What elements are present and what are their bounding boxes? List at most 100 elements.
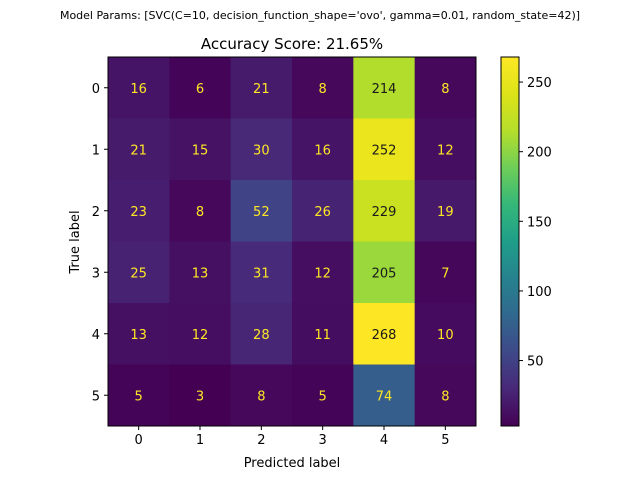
- cell-value-label: 15: [192, 143, 209, 158]
- cell-value-label: 21: [130, 143, 147, 158]
- cell-value-label: 26: [314, 205, 331, 220]
- cell-value-label: 6: [196, 82, 204, 97]
- cell-value-label: 10: [437, 328, 454, 343]
- x-tick-label: 2: [257, 433, 265, 448]
- y-tick-label: 4: [92, 328, 100, 343]
- heatmap-cell: [292, 57, 354, 119]
- cell-value-label: 12: [437, 143, 454, 158]
- cell-value-labels: 16 6 21 8 214 8 21 15 30 16 252 12 23 8 52 26 229 19 25 13 3…: [130, 82, 453, 405]
- cell-value-label: 52: [253, 205, 270, 220]
- cell-value-label: 12: [314, 266, 331, 281]
- x-tick-label: 4: [380, 433, 388, 448]
- heatmap-cell: [230, 118, 293, 181]
- cell-value-label: 268: [372, 328, 397, 343]
- heatmap-cell: [169, 118, 232, 181]
- x-axis-label: Predicted label: [244, 456, 341, 471]
- heatmap-cell: [169, 241, 232, 304]
- chart-title: Accuracy Score: 21.65%: [201, 35, 383, 53]
- heatmap-cell: [414, 118, 477, 181]
- colorbar-tick-label: 250: [527, 76, 552, 91]
- heatmap-cell: [353, 180, 416, 242]
- heatmap-cell: [230, 57, 293, 119]
- suptitle: Model Params: [SVC(C=10, decision_functi…: [60, 9, 580, 22]
- heatmap-cell: [353, 118, 416, 181]
- heatmap-cell: [414, 303, 477, 365]
- cell-value-label: 5: [319, 389, 327, 404]
- heatmap-cell: [292, 180, 354, 242]
- heatmap-cell: [230, 180, 293, 242]
- x-tick-label: 1: [196, 433, 204, 448]
- cell-value-label: 28: [253, 328, 270, 343]
- colorbar-tick-label: 150: [527, 215, 552, 230]
- cell-value-label: 19: [437, 205, 454, 220]
- cell-value-label: 8: [441, 389, 449, 404]
- colorbar-ticks: 50 100 150 200 250: [519, 76, 552, 370]
- heatmap-cell: [414, 180, 477, 242]
- x-tick-label: 3: [319, 433, 327, 448]
- colorbar-tick-label: 200: [527, 146, 552, 161]
- heatmap-cell: [169, 57, 232, 119]
- heatmap-cell: [292, 118, 354, 181]
- cell-value-label: 13: [130, 328, 147, 343]
- cell-value-label: 30: [253, 143, 270, 158]
- heatmap-cell: [108, 364, 170, 427]
- heatmap-cell: [169, 364, 232, 427]
- y-tick-label: 2: [92, 205, 100, 220]
- heatmap-cell: [292, 364, 354, 427]
- cell-value-label: 229: [372, 205, 397, 220]
- heatmap-cells: [108, 57, 477, 427]
- heatmap-cell: [292, 241, 354, 304]
- y-axis-ticks: 0 1 2 3 4 5: [92, 82, 108, 404]
- heatmap-cell: [353, 241, 416, 304]
- y-tick-label: 1: [92, 143, 100, 158]
- cell-value-label: 3: [196, 389, 204, 404]
- heatmap-cell: [108, 303, 170, 365]
- colorbar-tick-label: 100: [527, 285, 552, 300]
- heatmap-cell: [230, 364, 293, 427]
- y-tick-label: 0: [92, 82, 100, 97]
- cell-value-label: 7: [441, 266, 449, 281]
- cell-value-label: 31: [253, 266, 270, 281]
- heatmap-cell: [414, 364, 477, 427]
- cell-value-label: 16: [314, 143, 331, 158]
- heatmap-cell: [353, 57, 416, 119]
- y-tick-label: 5: [92, 389, 100, 404]
- cell-value-label: 23: [130, 205, 147, 220]
- heatmap-cell: [169, 180, 232, 242]
- heatmap-cell: [230, 303, 293, 365]
- cell-value-label: 16: [130, 82, 147, 97]
- y-tick-label: 3: [92, 266, 100, 281]
- cell-value-label: 8: [196, 205, 204, 220]
- x-axis-ticks: 0 1 2 3 4 5: [135, 426, 449, 448]
- heatmap-cell: [414, 241, 477, 304]
- cell-value-label: 5: [135, 389, 143, 404]
- cell-value-label: 25: [130, 266, 147, 281]
- colorbar: [500, 56, 520, 427]
- cell-value-label: 13: [192, 266, 209, 281]
- heatmap-cell: [414, 57, 477, 119]
- heatmap-cell: [108, 118, 170, 181]
- heatmap-cell: [353, 364, 416, 427]
- cell-value-label: 8: [441, 82, 449, 97]
- heatmap-cell: [169, 303, 232, 365]
- cell-value-label: 74: [376, 389, 393, 404]
- heatmap-cell: [108, 57, 170, 119]
- y-axis-label: True label: [68, 210, 83, 274]
- x-tick-label: 5: [441, 433, 449, 448]
- cell-value-label: 11: [314, 328, 331, 343]
- cell-value-label: 8: [319, 82, 327, 97]
- cell-value-label: 8: [257, 389, 265, 404]
- heatmap-cell: [230, 241, 293, 304]
- heatmap-cell: [353, 303, 416, 365]
- colorbar-tick-label: 50: [527, 355, 544, 370]
- cell-value-label: 214: [372, 82, 397, 97]
- x-tick-label: 0: [135, 433, 143, 448]
- cell-value-label: 252: [372, 143, 397, 158]
- plot-frame: [107, 56, 477, 427]
- heatmap-cell: [108, 180, 170, 242]
- heatmap-cell: [292, 303, 354, 365]
- cell-value-label: 21: [253, 82, 270, 97]
- heatmap-cell: [108, 241, 170, 304]
- cell-value-label: 12: [192, 328, 209, 343]
- cell-value-label: 205: [372, 266, 397, 281]
